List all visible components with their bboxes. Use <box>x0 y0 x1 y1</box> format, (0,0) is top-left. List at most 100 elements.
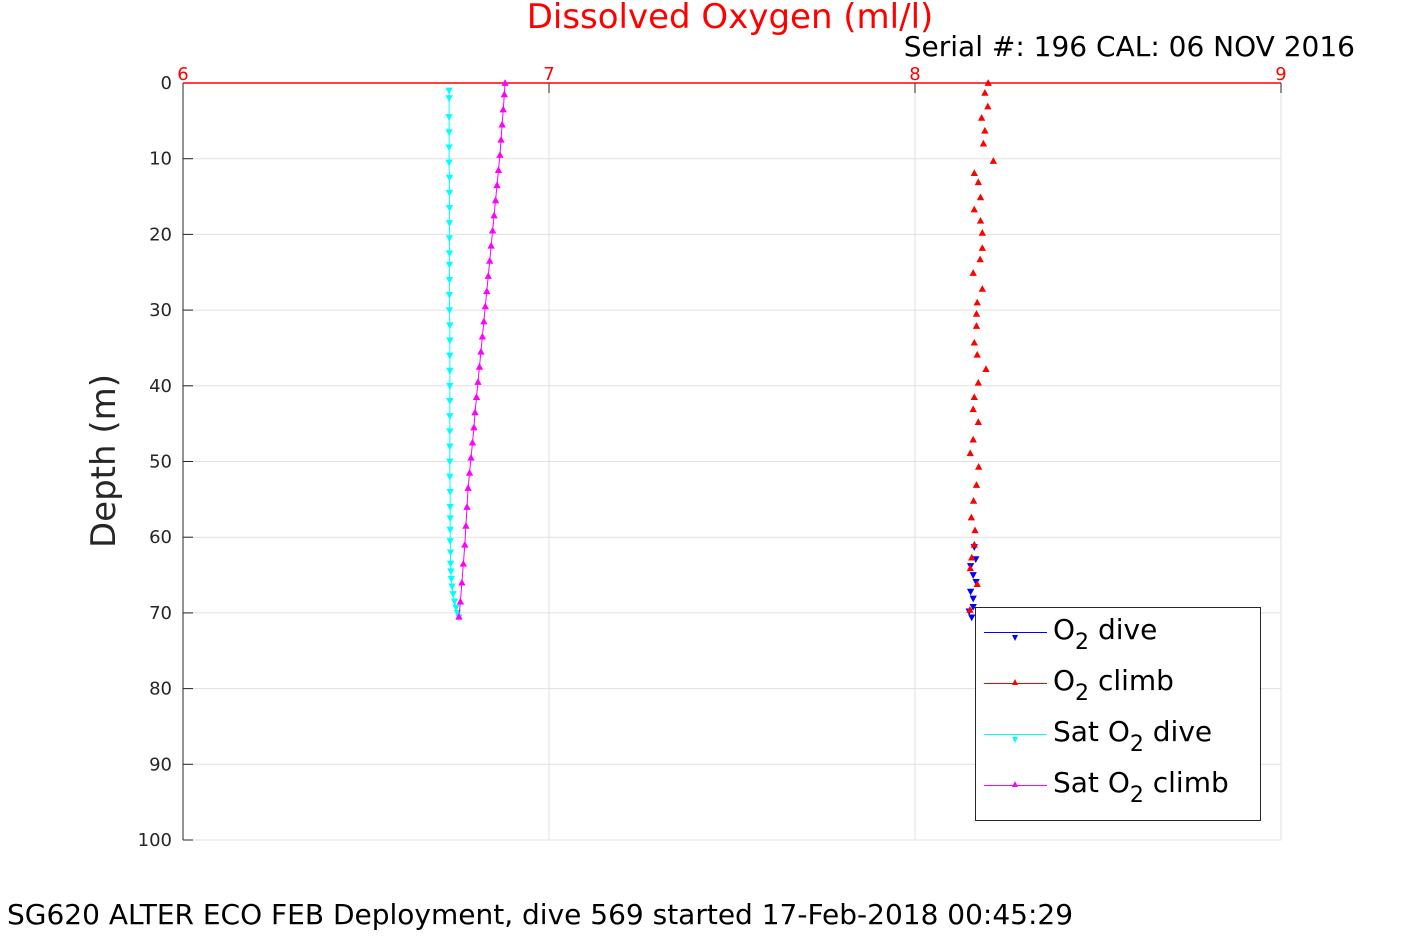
chart-title: Dissolved Oxygen (ml/l) <box>526 0 934 37</box>
x-tick-label: 9 <box>1275 64 1286 85</box>
legend-item-sat-o2-climb: Sat O2 climb <box>976 761 1260 811</box>
y-tick-label: 0 <box>161 73 172 94</box>
data-point <box>461 540 469 548</box>
legend-label-after: dive <box>1143 715 1213 748</box>
data-point <box>481 302 489 310</box>
data-point <box>446 337 454 345</box>
data-point <box>488 226 497 234</box>
data-point <box>445 276 454 284</box>
data-point <box>445 205 454 212</box>
data-point <box>974 378 982 386</box>
data-point <box>966 449 974 457</box>
data-point <box>487 241 495 249</box>
legend: O2 dive O2 climb Sat O2 dive Sat O2 clim… <box>975 607 1261 821</box>
data-point <box>969 497 978 504</box>
legend-item-o2-climb: O2 climb <box>976 659 1260 709</box>
data-point <box>969 405 977 413</box>
legend-item-sat-o2-dive: Sat O2 dive <box>976 710 1260 760</box>
data-point <box>446 538 454 545</box>
data-point <box>445 129 453 137</box>
data-point <box>446 322 454 330</box>
data-point <box>976 255 984 263</box>
data-point <box>973 298 981 306</box>
x-tick-label: 6 <box>177 64 188 85</box>
data-point <box>459 559 468 567</box>
data-point <box>989 157 997 164</box>
data-point <box>981 126 989 134</box>
data-point <box>445 95 453 102</box>
data-point <box>480 317 488 325</box>
data-point <box>477 347 485 355</box>
data-point <box>501 79 509 86</box>
data-point <box>966 564 974 572</box>
data-point <box>970 393 978 401</box>
triangle-down-icon <box>1012 737 1018 743</box>
data-point <box>471 408 479 416</box>
data-point <box>445 87 453 95</box>
data-point <box>445 235 454 243</box>
legend-text: Sat O2 climb <box>1053 769 1229 807</box>
data-point <box>445 189 454 197</box>
data-point <box>446 428 454 436</box>
data-point <box>499 105 507 113</box>
data-point <box>976 216 985 224</box>
series-line-3 <box>458 82 506 617</box>
legend-line <box>984 734 1047 735</box>
data-point <box>445 292 454 299</box>
legend-label-main: O <box>1107 715 1130 748</box>
data-point <box>455 612 463 620</box>
legend-label: Sat <box>1053 715 1108 748</box>
data-point <box>491 196 500 204</box>
y-axis-label: Depth (m) <box>84 373 124 549</box>
y-tick-label: 20 <box>149 224 172 245</box>
data-point <box>446 473 454 481</box>
data-point <box>982 365 990 373</box>
data-point <box>445 261 454 269</box>
data-point <box>456 597 465 605</box>
data-point <box>969 603 977 611</box>
data-point <box>470 423 478 431</box>
legend-label: Sat <box>1053 766 1108 799</box>
data-point <box>464 484 472 491</box>
data-point <box>467 453 475 461</box>
triangle-up-icon <box>1012 679 1018 685</box>
data-point <box>475 363 484 370</box>
legend-label-after: climb <box>1089 664 1174 697</box>
data-point <box>446 458 454 466</box>
data-point <box>465 469 474 476</box>
legend-subscript: 2 <box>1075 630 1090 655</box>
data-point <box>970 338 978 346</box>
data-point <box>450 598 459 606</box>
legend-label-main: O <box>1053 664 1076 697</box>
legend-line <box>984 632 1047 633</box>
data-point <box>966 606 974 613</box>
data-point <box>446 367 454 375</box>
data-point <box>452 604 460 612</box>
data-point <box>973 350 981 358</box>
data-point <box>458 578 466 586</box>
data-point <box>446 526 454 534</box>
data-point <box>446 382 454 390</box>
data-point <box>979 139 988 147</box>
data-point <box>970 540 978 548</box>
data-point <box>483 287 491 295</box>
data-point <box>478 332 487 340</box>
data-point <box>500 90 509 98</box>
data-point <box>969 435 977 443</box>
chart-subtitle: Serial #: 196 CAL: 06 NOV 2016 <box>903 30 1355 63</box>
data-point <box>978 244 987 251</box>
data-point <box>474 378 482 385</box>
y-tick-label: 10 <box>149 149 172 170</box>
legend-item-o2-dive: O2 dive <box>976 608 1260 658</box>
x-tick-label: 7 <box>543 64 554 85</box>
data-point <box>445 174 454 182</box>
triangle-down-icon <box>1012 635 1018 641</box>
data-point <box>970 205 978 213</box>
data-point <box>490 211 498 219</box>
data-point <box>446 352 454 360</box>
legend-subscript: 2 <box>1129 732 1144 757</box>
data-point <box>494 166 503 173</box>
y-tick-label: 100 <box>138 830 172 851</box>
legend-text: O2 dive <box>1053 616 1157 654</box>
